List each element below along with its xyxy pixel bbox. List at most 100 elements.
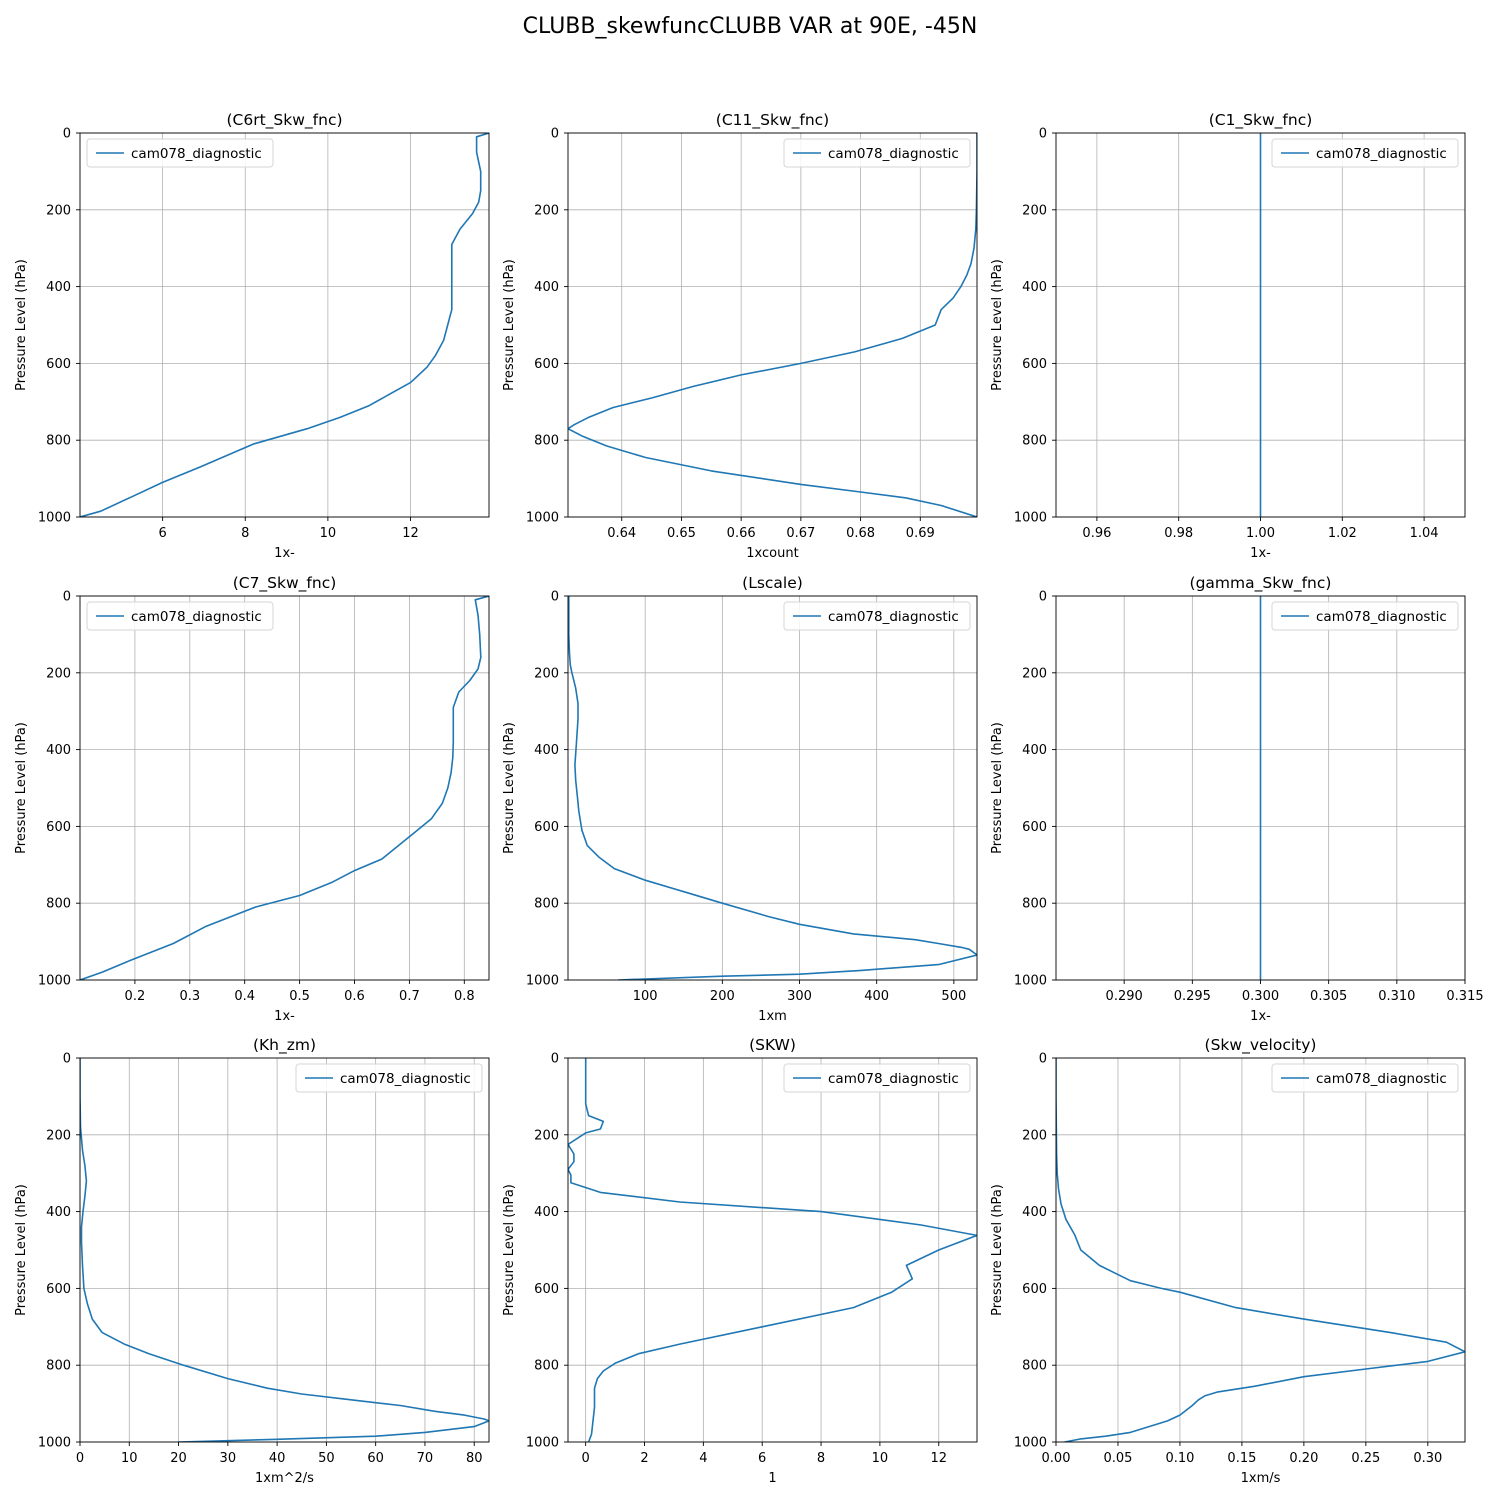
x-axis-label: 1x-: [1250, 546, 1271, 561]
panel-7: 0 10 20 30 40 50 60 70 8002004006008001000(Kh_zm…: [14, 1036, 490, 1486]
x-tick-label: 0.05: [1103, 1451, 1132, 1466]
axes-frame: [567, 132, 978, 518]
y-tick-label: 600: [46, 820, 71, 835]
x-tick-label: 0.00: [1042, 1451, 1071, 1466]
x-tick-label: 0.69: [906, 526, 935, 541]
y-tick-label: 0: [551, 127, 559, 142]
y-tick-label: 800: [534, 1359, 559, 1374]
legend-label: cam078_diagnostic: [340, 1071, 471, 1087]
y-tick-label: 200: [46, 1128, 71, 1143]
y-axis-label: Pressure Level (hPa): [14, 1184, 29, 1316]
x-tick-label: 0.96: [1082, 526, 1111, 541]
x-tick-label: 0.305: [1310, 989, 1347, 1004]
legend: cam078_diagnostic: [86, 138, 274, 168]
series-line: [80, 133, 489, 517]
x-tick-label: 100: [633, 989, 658, 1004]
x-tick-label: 0.2: [125, 989, 146, 1004]
x-tick-label: 1.02: [1328, 526, 1357, 541]
axes-frame: [79, 1057, 490, 1443]
x-tick-label: 0.20: [1289, 1451, 1318, 1466]
x-tick-label: 0.310: [1378, 989, 1415, 1004]
panel-title: (Lscale): [742, 574, 803, 592]
panel-3: 0.96 0.98 1.00 1.02 1.04 0 200 400 600 800 1000 (C1…: [990, 111, 1466, 561]
y-tick-label: 200: [534, 1128, 559, 1143]
x-tick-label: 0.7: [399, 989, 420, 1004]
y-tick-label: 800: [46, 434, 71, 449]
y-tick-label: 0: [63, 1052, 71, 1067]
x-tick-label: 6: [158, 526, 166, 541]
x-tick-label: 0.5: [289, 989, 310, 1004]
y-tick-label: 200: [46, 203, 71, 218]
legend-box: [295, 1063, 483, 1093]
legend-label: cam078_diagnostic: [828, 1071, 959, 1087]
y-tick-label: 200: [1022, 1128, 1047, 1143]
series-line: [1056, 1058, 1465, 1442]
y-tick-label: 800: [534, 434, 559, 449]
x-tick-label: 60: [367, 1451, 384, 1466]
legend: cam078_diagnostic: [1271, 1063, 1459, 1093]
panel-2: 0.64 0.65 0.66 0.67 0.68 0.69 0 200 400 600 800 100…: [502, 111, 978, 561]
panel-title: (Kh_zm): [253, 1036, 316, 1055]
x-tick-label: 8: [241, 526, 249, 541]
x-tick-label: 6: [758, 1451, 766, 1466]
y-tick-label: 200: [534, 666, 559, 681]
legend-box: [1271, 601, 1459, 631]
legend: cam078_diagnostic: [1271, 138, 1459, 168]
y-tick-label: 400: [46, 1205, 71, 1220]
y-tick-label: 400: [534, 280, 559, 295]
legend-label: cam078_diagnostic: [828, 146, 959, 162]
y-tick-label: 400: [1022, 743, 1047, 758]
x-tick-label: 0.30: [1413, 1451, 1442, 1466]
x-tick-label: 4: [699, 1451, 707, 1466]
y-tick-label: 0: [551, 590, 559, 605]
x-tick-label: 50: [318, 1451, 335, 1466]
y-tick-label: 0: [1039, 127, 1047, 142]
y-tick-label: 800: [46, 1359, 71, 1374]
series-line: [568, 596, 977, 980]
y-tick-label: 0: [551, 1052, 559, 1067]
panel-6: 0.290 0.295 0.300 0.305 0.310 0.315 0 200 400 600…: [990, 574, 1484, 1024]
legend: cam078_diagnostic: [86, 601, 274, 631]
y-tick-label: 0: [63, 127, 71, 142]
x-tick-label: 0.10: [1165, 1451, 1194, 1466]
y-tick-label: 1000: [38, 511, 71, 526]
y-tick-label: 800: [1022, 1359, 1047, 1374]
x-tick-label: 40: [269, 1451, 286, 1466]
x-axis-label: 1x-: [274, 546, 295, 561]
x-tick-label: 0.68: [846, 526, 875, 541]
x-axis-label: 1xm: [758, 1009, 787, 1024]
figure-title: CLUBB_skewfuncCLUBB VAR at 90E, -45N: [522, 14, 978, 39]
legend-box: [1271, 138, 1459, 168]
y-tick-label: 200: [46, 666, 71, 681]
x-tick-label: 0.300: [1242, 989, 1279, 1004]
y-tick-label: 400: [46, 280, 71, 295]
x-tick-label: 0.98: [1164, 526, 1193, 541]
y-tick-label: 600: [1022, 1282, 1047, 1297]
y-tick-label: 1000: [526, 511, 559, 526]
panel-1: 6 8 10 12 0 200 400 600 800 1000 (C6rt_Skw_fnc) 1x-…: [14, 111, 490, 561]
y-tick-label: 1000: [1014, 974, 1047, 989]
x-tick-label: 200: [710, 989, 735, 1004]
x-tick-label: 0: [76, 1451, 84, 1466]
y-tick-label: 1000: [38, 1436, 71, 1451]
y-tick-label: 800: [1022, 434, 1047, 449]
x-axis-label: 1x-: [1250, 1009, 1271, 1024]
legend-box: [86, 601, 274, 631]
axes-frame: [79, 595, 490, 981]
legend: cam078_diagnostic: [295, 1063, 483, 1093]
y-axis-label: Pressure Level (hPa): [502, 259, 517, 391]
x-tick-label: 10: [320, 526, 337, 541]
panel-title: (SKW): [749, 1036, 796, 1054]
x-tick-label: 12: [402, 526, 419, 541]
y-tick-label: 600: [46, 1282, 71, 1297]
panel-4: 0.2 0.3 0.4 0.5 0.6 0.7 0.8 0 200 400 600 800 1000 (C…: [14, 574, 490, 1024]
x-tick-label: 80: [466, 1451, 483, 1466]
y-tick-label: 600: [1022, 820, 1047, 835]
x-tick-label: 0.315: [1446, 989, 1483, 1004]
y-tick-label: 600: [1022, 357, 1047, 372]
x-tick-label: 400: [864, 989, 889, 1004]
panel-title: (C11_Skw_fnc): [716, 111, 829, 130]
y-tick-label: 400: [534, 1205, 559, 1220]
y-tick-label: 1000: [38, 974, 71, 989]
